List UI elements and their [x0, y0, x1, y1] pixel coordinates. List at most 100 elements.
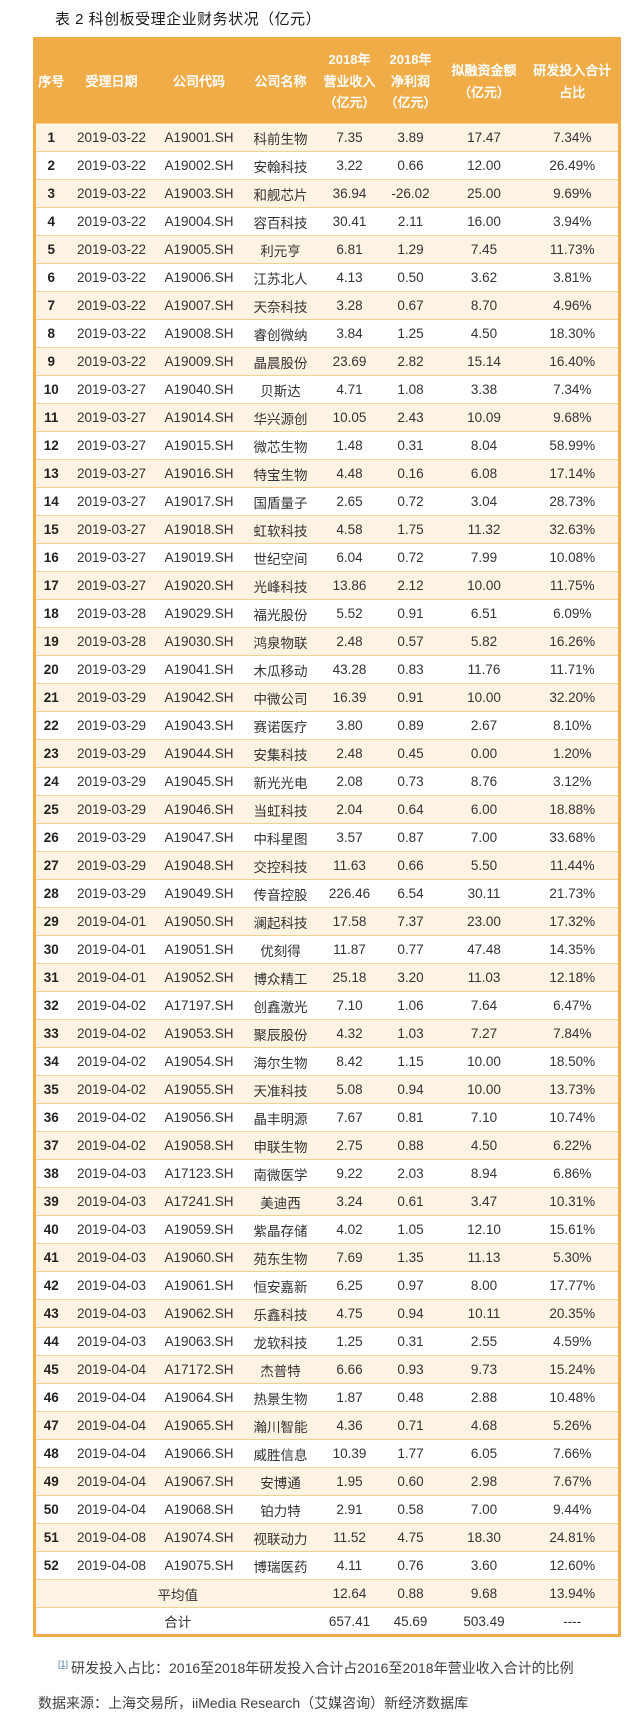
table-cell: 当虹科技	[241, 795, 320, 824]
table-cell: 16.26%	[526, 627, 620, 656]
table-row: 12 2019-03-27 A19015.SH 微芯生物 1.48 0.31 8.04 58.…	[34, 431, 620, 460]
table-cell: 35	[34, 1075, 67, 1104]
table-cell: 2019-04-03	[66, 1159, 157, 1188]
table-cell: 安翰科技	[241, 151, 320, 180]
table-cell: 6.66	[319, 1355, 380, 1384]
table-cell: 8.04	[441, 431, 527, 460]
table-cell: 0.64	[379, 795, 442, 824]
table-cell: 1.87	[319, 1383, 380, 1412]
table-cell: 15.14	[441, 347, 527, 376]
table-cell: 11.75%	[526, 571, 620, 600]
table-cell: 18.30%	[526, 319, 620, 348]
table-row: 40 2019-04-03 A19059.SH 紫晶存储 4.02 1.05 12.10 15…	[34, 1215, 620, 1244]
table-cell: 2019-04-04	[66, 1383, 157, 1412]
table-cell: 28.73%	[526, 487, 620, 516]
table-cell: 12.00	[441, 151, 527, 180]
table-cell: 9.44%	[526, 1495, 620, 1524]
table-cell: 3.80	[319, 711, 380, 740]
table-cell: 11.73%	[526, 235, 620, 264]
table-cell: 2019-03-22	[66, 179, 157, 208]
table-row: 16 2019-03-27 A19019.SH 世纪空间 6.04 0.72 7.99 10.…	[34, 543, 620, 572]
table-cell: A19015.SH	[156, 431, 242, 460]
table-cell: 0.31	[379, 1327, 442, 1356]
table-cell: 1.35	[379, 1243, 442, 1272]
table-cell: 1.77	[379, 1439, 442, 1468]
table-row: 35 2019-04-02 A19055.SH 天准科技 5.08 0.94 10.00 13…	[34, 1075, 620, 1104]
table-cell: 11	[34, 403, 67, 432]
table-cell: 32.20%	[526, 683, 620, 712]
table-cell: 安博通	[241, 1467, 320, 1496]
table-cell: 19	[34, 627, 67, 656]
table-cell: 1.08	[379, 375, 442, 404]
table-cell: 4.50	[441, 1131, 527, 1160]
table-cell: 2019-04-04	[66, 1467, 157, 1496]
table-cell: A19005.SH	[156, 235, 242, 264]
table-cell: A19045.SH	[156, 767, 242, 796]
table-cell: 32.63%	[526, 515, 620, 544]
table-cell: A19075.SH	[156, 1551, 242, 1580]
table-cell: 光峰科技	[241, 571, 320, 600]
table-cell: A19041.SH	[156, 655, 242, 684]
table-cell: 6.00	[441, 795, 527, 824]
table-cell: A19030.SH	[156, 627, 242, 656]
table-row: 51 2019-04-08 A19074.SH 视联动力 11.52 4.75 18.30 2…	[34, 1523, 620, 1552]
table-cell: 10.00	[441, 1075, 527, 1104]
table-cell: 杰普特	[241, 1355, 320, 1384]
col-header-company-code: 公司代码	[156, 38, 242, 124]
table-cell: 2.03	[379, 1159, 442, 1188]
table-row: 17 2019-03-27 A19020.SH 光峰科技 13.86 2.12 10.00 1…	[34, 571, 620, 600]
table-cell: 8.42	[319, 1047, 380, 1076]
table-cell: 2.04	[319, 795, 380, 824]
table-cell: A19014.SH	[156, 403, 242, 432]
table-cell: 0.48	[379, 1383, 442, 1412]
table-cell: 7.37	[379, 907, 442, 936]
table-title: 表 2 科创板受理企业财务状况（亿元）	[55, 11, 322, 28]
table-row: 47 2019-04-04 A19065.SH 瀚川智能 4.36 0.71 4.68 5.2…	[34, 1411, 620, 1440]
table-cell: 2.11	[379, 207, 442, 236]
table-cell: 4.58	[319, 515, 380, 544]
table-cell: 17.47	[441, 123, 527, 152]
table-cell: 14	[34, 487, 67, 516]
table-row: 21 2019-03-29 A19042.SH 中微公司 16.39 0.91 10.00 3…	[34, 683, 620, 712]
table-cell: 0.66	[379, 851, 442, 880]
table-cell: 2019-04-02	[66, 1075, 157, 1104]
table-cell: 0.76	[379, 1551, 442, 1580]
table-cell: 5.50	[441, 851, 527, 880]
table-cell: 9.68%	[526, 403, 620, 432]
table-cell: 2019-03-29	[66, 739, 157, 768]
table-cell: 0.00	[441, 739, 527, 768]
table-row: 1 2019-03-22 A19001.SH 科前生物 7.35 3.89 17.47 7.3…	[34, 123, 620, 152]
table-row: 52 2019-04-08 A19075.SH 博瑞医药 4.11 0.76 3.60 12.…	[34, 1551, 620, 1580]
table-cell: 10.00	[441, 683, 527, 712]
table-cell: 4.50	[441, 319, 527, 348]
table-cell: 6.51	[441, 599, 527, 628]
table-cell: 7.64	[441, 991, 527, 1020]
footnote-marker-link[interactable]: [1]	[58, 1659, 69, 1670]
table-cell: 2019-03-29	[66, 879, 157, 908]
table-cell: 7.34%	[526, 375, 620, 404]
table-cell: 10.74%	[526, 1103, 620, 1132]
financial-table: 序号 受理日期 公司代码 公司名称 2018年 营业收入 （亿元） 2018年 …	[33, 37, 621, 1637]
table-cell: A19047.SH	[156, 823, 242, 852]
table-cell: 7.27	[441, 1019, 527, 1048]
table-cell: 科前生物	[241, 123, 320, 152]
col-header-rd-ratio: 研发投入合计 占比	[526, 38, 620, 124]
table-row: 4 2019-03-22 A19004.SH 容百科技 30.41 2.11 16.00 3.…	[34, 207, 620, 236]
table-cell: 9.73	[441, 1355, 527, 1384]
table-cell: 26.49%	[526, 151, 620, 180]
table-cell: 优刻得	[241, 935, 320, 964]
table-cell: 4.36	[319, 1411, 380, 1440]
table-cell: 3.28	[319, 291, 380, 320]
table-row: 31 2019-04-01 A19052.SH 博众精工 25.18 3.20 11.03 1…	[34, 963, 620, 992]
table-cell: 13.73%	[526, 1075, 620, 1104]
table-cell: 27	[34, 851, 67, 880]
table-cell: 11.13	[441, 1243, 527, 1272]
table-cell: 苑东生物	[241, 1243, 320, 1272]
table-cell: 25.00	[441, 179, 527, 208]
table-row: 14 2019-03-27 A19017.SH 国盾量子 2.65 0.72 3.04 28.…	[34, 487, 620, 516]
table-cell: 6.81	[319, 235, 380, 264]
table-cell: 21.73%	[526, 879, 620, 908]
table-cell: 2019-03-27	[66, 543, 157, 572]
table-cell: 0.71	[379, 1411, 442, 1440]
table-cell: 博瑞医药	[241, 1551, 320, 1580]
